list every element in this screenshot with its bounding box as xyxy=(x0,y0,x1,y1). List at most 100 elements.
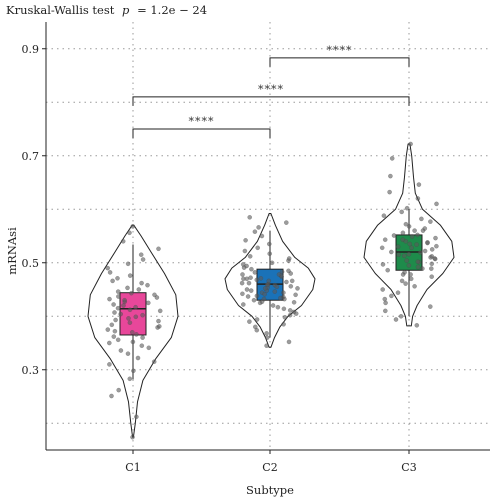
data-point xyxy=(118,311,124,317)
data-point xyxy=(429,247,435,252)
data-point xyxy=(125,351,131,357)
data-point xyxy=(240,302,246,307)
data-point xyxy=(288,283,294,289)
data-point xyxy=(380,287,386,292)
data-point xyxy=(156,318,161,324)
data-point xyxy=(140,335,145,340)
data-point xyxy=(434,243,439,249)
data-point xyxy=(134,414,139,420)
data-point xyxy=(434,201,439,207)
data-point xyxy=(381,213,387,219)
data-point xyxy=(404,205,410,211)
data-point xyxy=(287,308,293,313)
data-point xyxy=(428,266,434,271)
data-point xyxy=(134,332,139,337)
data-point xyxy=(107,270,113,275)
data-point xyxy=(112,328,118,334)
data-point xyxy=(252,270,258,275)
data-point xyxy=(111,334,117,339)
y-tick-label: 0.3 xyxy=(22,364,40,377)
data-point xyxy=(286,268,291,274)
data-point xyxy=(157,308,163,314)
data-point xyxy=(264,343,269,349)
data-point xyxy=(406,251,412,257)
data-point xyxy=(109,393,114,399)
data-point xyxy=(395,244,401,250)
data-point xyxy=(154,295,160,300)
data-point xyxy=(425,240,430,245)
data-point xyxy=(130,224,136,229)
data-point xyxy=(429,261,435,267)
data-point xyxy=(281,306,287,312)
data-point xyxy=(255,245,261,251)
data-point xyxy=(109,322,115,328)
data-point xyxy=(269,260,275,266)
data-point xyxy=(127,307,133,313)
data-point xyxy=(284,279,289,285)
data-point xyxy=(409,234,415,239)
data-point xyxy=(138,252,144,258)
data-point xyxy=(276,272,282,277)
data-point xyxy=(286,256,292,261)
significance-bracket xyxy=(132,128,271,138)
data-point xyxy=(107,296,112,302)
data-point xyxy=(270,303,276,308)
data-point xyxy=(428,219,433,224)
data-point xyxy=(383,300,388,306)
data-point xyxy=(272,289,278,294)
data-point xyxy=(249,266,254,272)
x-tick-label: C1 xyxy=(125,461,140,474)
data-point xyxy=(239,280,245,286)
data-point xyxy=(382,296,388,302)
data-point xyxy=(385,267,391,273)
data-point xyxy=(122,297,127,303)
data-point xyxy=(415,232,420,238)
data-point xyxy=(391,233,397,238)
significance-bracket xyxy=(132,96,410,106)
data-point xyxy=(419,216,424,222)
data-point xyxy=(115,305,121,311)
data-point xyxy=(432,256,438,261)
data-point xyxy=(130,339,136,345)
data-point xyxy=(248,275,253,281)
data-point xyxy=(409,245,414,251)
data-point xyxy=(266,278,272,284)
data-point xyxy=(245,294,251,299)
data-point xyxy=(389,156,395,161)
data-point xyxy=(116,387,122,393)
data-point xyxy=(403,281,408,286)
data-point xyxy=(240,262,246,267)
data-point xyxy=(129,290,134,296)
data-point xyxy=(408,276,414,282)
data-point xyxy=(105,265,111,271)
data-point xyxy=(118,348,124,353)
data-point xyxy=(247,214,253,220)
data-point xyxy=(399,278,405,284)
data-point xyxy=(107,362,112,367)
data-point xyxy=(240,291,245,297)
data-point xyxy=(254,317,260,322)
data-point xyxy=(415,264,421,270)
data-point xyxy=(281,321,286,327)
data-point xyxy=(251,297,257,303)
data-point xyxy=(387,189,392,195)
data-point xyxy=(400,237,406,243)
data-point xyxy=(429,253,435,259)
data-point xyxy=(139,343,145,349)
title-prefix: Kruskal-Wallis test xyxy=(6,3,115,17)
data-point xyxy=(408,272,413,277)
data-point xyxy=(291,309,297,315)
plot-area: 0.3 0.5 0.7 0.9 C1 C2 C3 **** **** **** xyxy=(22,22,490,474)
data-point xyxy=(412,283,417,289)
data-point xyxy=(412,228,417,233)
data-point xyxy=(140,312,145,318)
data-point xyxy=(125,285,130,291)
data-point xyxy=(415,196,421,201)
data-point xyxy=(254,277,260,283)
data-point xyxy=(252,229,258,235)
data-point xyxy=(256,225,261,230)
data-point xyxy=(127,376,133,382)
data-point xyxy=(115,289,121,294)
data-point xyxy=(156,324,162,329)
